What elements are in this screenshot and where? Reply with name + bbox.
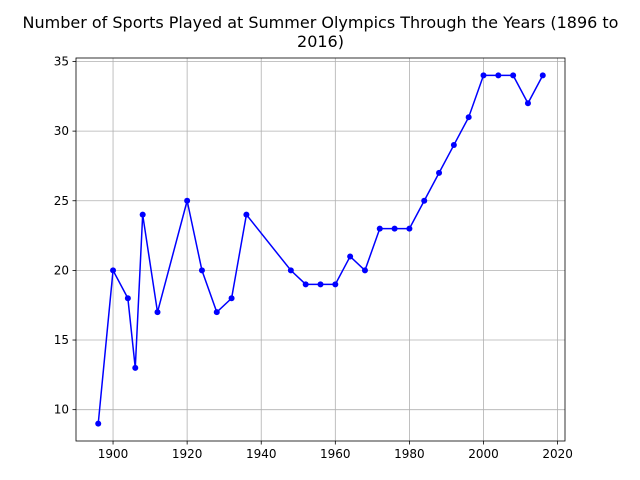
chart-title-line: 2016) xyxy=(297,32,344,51)
chart-title: Number of Sports Played at Summer Olympi… xyxy=(23,13,619,51)
data-point xyxy=(243,211,250,218)
axis-ticks: 1900 1920 1940 1960 1980 2000 2020 10 15 20 25 30 35 xyxy=(54,54,573,461)
data-point xyxy=(228,295,235,302)
series-sports-count xyxy=(95,72,546,427)
data-point xyxy=(132,364,139,371)
y-tick-label: 10 xyxy=(54,403,69,417)
x-tick-label: 2000 xyxy=(468,447,499,461)
data-point xyxy=(480,72,487,79)
x-tick-label: 1900 xyxy=(98,447,129,461)
data-point xyxy=(406,225,413,232)
x-tick-label: 1940 xyxy=(246,447,277,461)
data-point xyxy=(317,281,324,288)
data-point xyxy=(332,281,339,288)
y-tick-label: 20 xyxy=(54,263,69,277)
y-tick-label: 25 xyxy=(54,194,69,208)
series-line xyxy=(97,74,544,424)
data-point xyxy=(213,309,220,316)
data-point xyxy=(198,267,205,274)
data-point xyxy=(95,420,102,427)
data-point xyxy=(539,72,546,79)
data-point xyxy=(510,72,517,79)
data-point xyxy=(154,309,161,316)
data-point xyxy=(421,197,428,204)
data-point xyxy=(124,295,131,302)
data-point xyxy=(450,142,457,149)
data-point xyxy=(376,225,383,232)
data-point xyxy=(436,169,443,176)
chart-title-line: Number of Sports Played at Summer Olympi… xyxy=(23,13,619,32)
data-point xyxy=(110,267,117,274)
x-tick-label: 1980 xyxy=(394,447,425,461)
x-tick-label: 2020 xyxy=(542,447,573,461)
data-point xyxy=(465,114,472,121)
data-point xyxy=(184,197,191,204)
data-point xyxy=(302,281,309,288)
data-point xyxy=(524,100,531,107)
y-tick-label: 15 xyxy=(54,333,69,347)
data-point xyxy=(361,267,368,274)
y-tick-label: 30 xyxy=(54,124,69,138)
data-point xyxy=(347,253,354,260)
data-point xyxy=(139,211,146,218)
data-point xyxy=(287,267,294,274)
axes-frame xyxy=(75,57,566,442)
y-tick-label: 35 xyxy=(54,54,69,68)
data-point xyxy=(495,72,502,79)
x-tick-label: 1920 xyxy=(172,447,203,461)
x-tick-label: 1960 xyxy=(320,447,351,461)
grid-lines xyxy=(76,58,565,441)
data-point xyxy=(391,225,398,232)
